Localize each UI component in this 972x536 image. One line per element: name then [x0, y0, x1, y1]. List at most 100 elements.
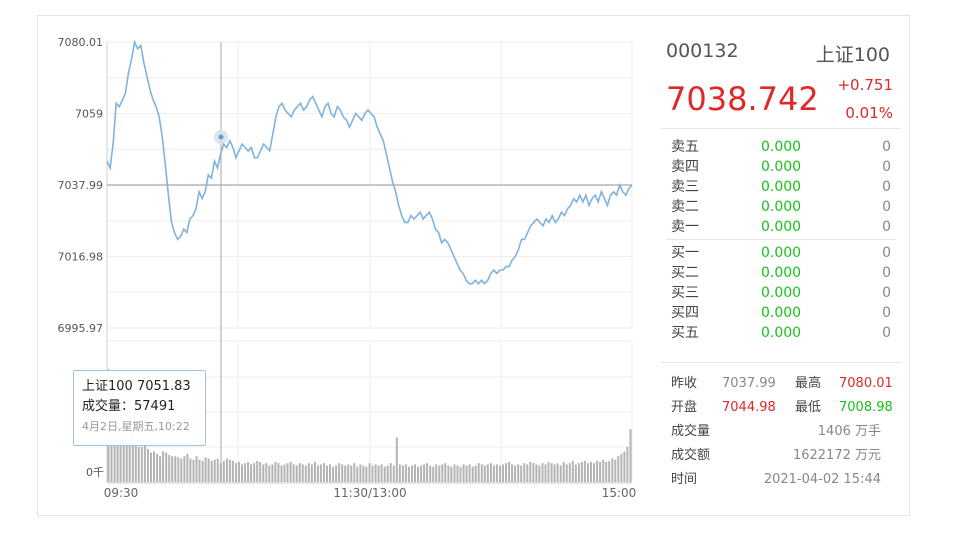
volume-bar: [326, 465, 328, 482]
volume-bar: [562, 462, 565, 482]
volume-bar: [389, 463, 392, 482]
volume-bar: [377, 465, 380, 482]
volume-bar: [556, 463, 559, 482]
tooltip-datetime: 4月2日,星期五,10:22: [82, 420, 190, 433]
volume-bar: [544, 464, 547, 482]
volume-bar: [159, 456, 162, 482]
prev-close-value: 7037.99: [722, 376, 776, 391]
volume-bar: [283, 464, 286, 482]
high-label: 最高: [795, 376, 822, 391]
volume-bar: [310, 464, 313, 482]
volume-bar: [335, 465, 338, 482]
volume-label: 成交量: [671, 424, 711, 439]
volume-bar: [550, 463, 553, 482]
sell-order-volume: 0: [882, 159, 891, 175]
time-value: 2021-04-02 15:44: [763, 472, 881, 487]
volume-bar: [259, 462, 262, 482]
low-label: 最低: [795, 400, 822, 415]
sell-order-row: 卖四 0.000 0: [671, 157, 891, 177]
volume-bar: [568, 463, 571, 482]
current-price: 7038.742: [666, 80, 819, 118]
volume-bar: [362, 465, 365, 482]
volume-bar: [189, 458, 192, 482]
volume-bar: [541, 463, 544, 482]
sell-order-label: 卖一: [671, 219, 699, 235]
volume-bar: [156, 453, 159, 482]
volume-bar: [353, 463, 356, 482]
volume-bar: [125, 439, 128, 482]
stats-row-3: 成交量 1406 万手: [671, 421, 896, 443]
prev-close-label: 昨收: [671, 376, 698, 391]
volume-bar: [228, 459, 231, 482]
volume-bar: [304, 465, 307, 482]
buy-order-row: 买五 0.000 0: [671, 323, 891, 343]
volume-bar: [535, 464, 538, 482]
volume-bar: [201, 460, 204, 482]
volume-bar: [605, 462, 608, 482]
volume-bar: [368, 463, 371, 482]
volume-bar: [495, 464, 498, 482]
volume-bar: [143, 442, 146, 482]
stats-row-1: 昨收 7037.99 最高 7080.01: [671, 373, 896, 395]
sell-order-volume: 0: [882, 219, 891, 235]
volume-bar: [423, 464, 426, 482]
volume-bar: [489, 463, 492, 482]
volume-bar: [356, 466, 359, 482]
volume-bar: [162, 451, 165, 482]
buy-order-label: 买一: [671, 245, 699, 261]
open-value: 7044.98: [722, 400, 776, 415]
volume-bar: [338, 463, 341, 482]
sell-order-price: 0.000: [761, 219, 802, 235]
volume-bar: [307, 463, 310, 482]
sell-order-price: 0.000: [761, 179, 802, 195]
buy-order-label: 买四: [671, 305, 699, 321]
volume-bar: [289, 462, 292, 482]
sell-order-price: 0.000: [761, 159, 802, 175]
volume-bar: [183, 456, 186, 482]
volume-bar: [231, 460, 234, 482]
volume-bar: [386, 465, 389, 482]
volume-bar: [122, 435, 125, 482]
buy-order-volume: 0: [882, 285, 891, 301]
volume-bar: [274, 462, 277, 482]
volume-bar: [626, 446, 629, 483]
volume-bar: [271, 464, 274, 482]
volume-bar: [450, 466, 453, 482]
volume-bar: [468, 464, 471, 482]
open-label: 开盘: [671, 400, 698, 415]
y-tick-label: 7016.98: [58, 251, 104, 264]
volume-bar: [380, 464, 383, 482]
x-tick-label: 11:30/13:00: [333, 486, 406, 500]
volume-bar: [523, 463, 526, 482]
volume-bar: [265, 463, 268, 482]
amount-value: 1622172 万元: [792, 448, 881, 463]
volume-bar: [526, 464, 529, 482]
volume-bar: [119, 429, 122, 482]
volume-bar: [180, 458, 183, 482]
volume-bar: [474, 465, 477, 482]
volume-bar: [508, 462, 511, 482]
buy-order-price: 0.000: [761, 265, 802, 281]
volume-bar: [244, 463, 247, 482]
volume-bar: [459, 466, 462, 482]
volume-bar: [204, 457, 207, 482]
sell-order-label: 卖三: [671, 179, 699, 195]
volume-bar: [210, 460, 213, 482]
volume-bar: [587, 463, 589, 482]
volume-bar: [350, 465, 353, 482]
volume-bar: [411, 465, 413, 482]
volume-bar: [593, 463, 595, 482]
sell-order-label: 卖二: [671, 199, 699, 215]
volume-bar: [590, 462, 592, 482]
volume-bar: [256, 460, 259, 482]
volume-bar: [186, 453, 189, 482]
buy-order-volume: 0: [882, 245, 891, 261]
low-value: 7008.98: [839, 400, 893, 415]
volume-bar: [365, 466, 368, 482]
volume-bar: [286, 463, 289, 482]
buy-order-volume: 0: [882, 305, 891, 321]
volume-bar: [319, 464, 322, 482]
volume-bar: [404, 464, 407, 482]
stats-row-4: 成交额 1622172 万元: [671, 445, 896, 467]
